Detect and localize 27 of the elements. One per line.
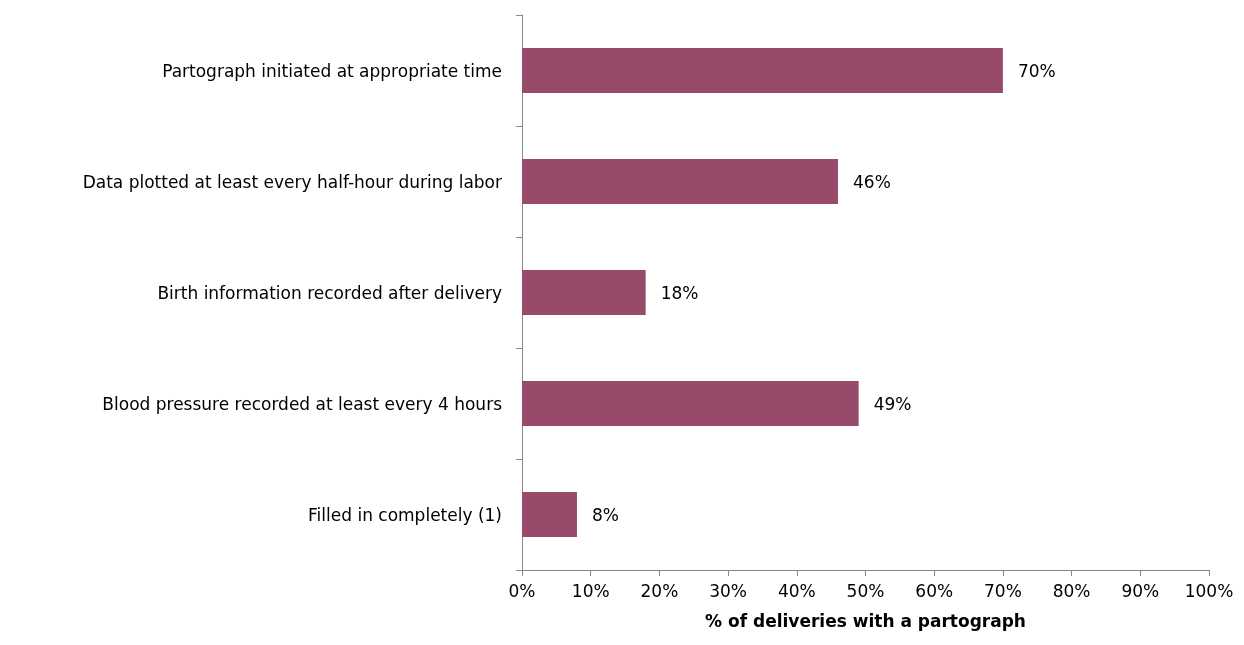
- data-label: 8%: [591, 504, 619, 525]
- x-tick-label: 100%: [1184, 580, 1234, 601]
- data-label: 18%: [660, 282, 699, 303]
- y-tick-label: Partograph initiated at appropriate time: [162, 60, 502, 81]
- x-tick-label: 30%: [709, 580, 747, 601]
- y-tick-label: Birth information recorded after delivery: [157, 282, 502, 303]
- bar: [522, 270, 646, 315]
- data-label: 46%: [853, 171, 891, 192]
- bar: [522, 159, 839, 204]
- y-tick-label: Data plotted at least every half-hour during labor: [82, 171, 503, 192]
- x-tick-label: 90%: [1121, 580, 1160, 601]
- y-tick-label: Blood pressure recorded at least every 4 hours: [102, 393, 503, 414]
- x-tick-label: 10%: [571, 580, 610, 601]
- x-tick-label: 50%: [846, 580, 885, 601]
- x-axis-title: % of deliveries with a partograph: [705, 610, 1026, 631]
- x-tick-label: 60%: [915, 580, 954, 601]
- bar: [522, 48, 1003, 93]
- bar: [522, 492, 577, 537]
- data-label: 70%: [1017, 60, 1056, 81]
- data-label: 49%: [873, 393, 912, 414]
- y-tick-label: Filled in completely (1): [308, 504, 502, 525]
- x-tick-label: 70%: [984, 580, 1022, 601]
- x-tick-label: 40%: [777, 580, 816, 601]
- x-tick-label: 80%: [1052, 580, 1091, 601]
- x-tick-label: 0%: [508, 580, 536, 601]
- bar: [522, 381, 859, 426]
- x-tick-label: 20%: [640, 580, 679, 601]
